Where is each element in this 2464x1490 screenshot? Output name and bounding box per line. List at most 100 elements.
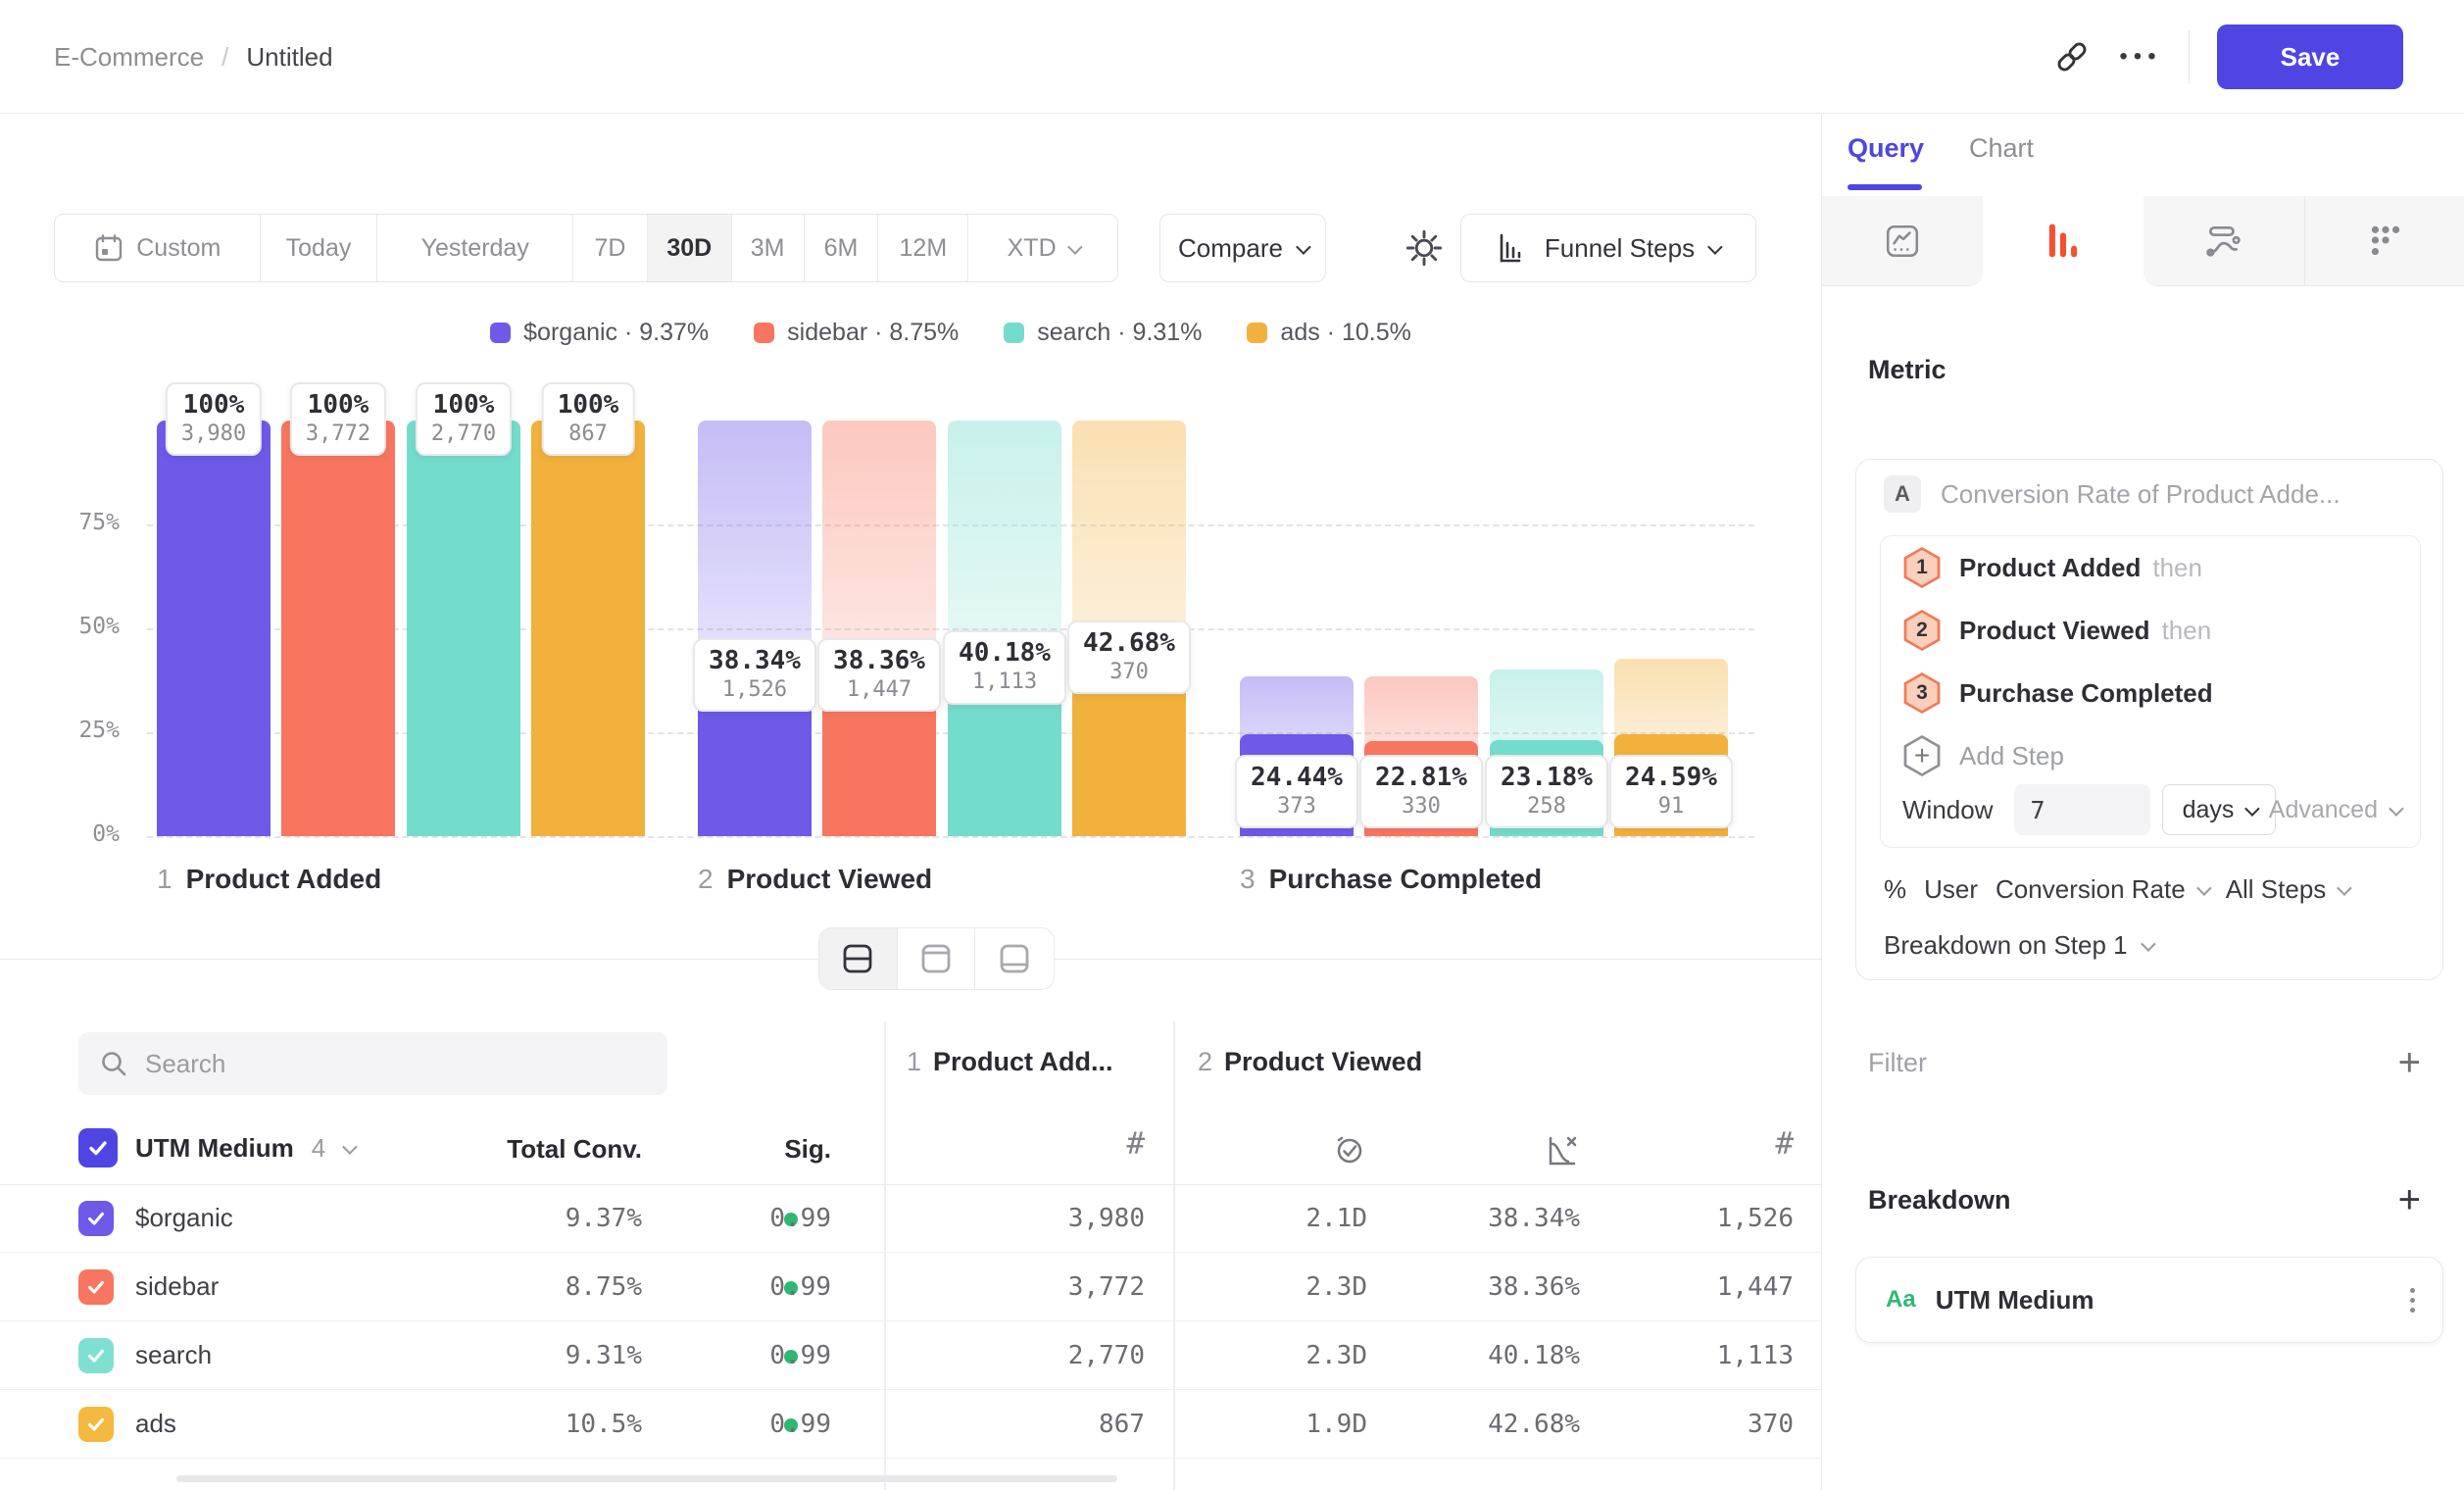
funnel-bar[interactable]: 100% 867 [531,114,645,836]
breakdown-property-card[interactable]: Aa UTM Medium [1855,1257,2443,1343]
conv-rate-value: 42.68% [1488,1410,1580,1439]
y-axis-tick-label: 0% [29,821,120,847]
measure-type-dropdown[interactable]: Conversion Rate [1996,874,2208,905]
step-name: Product Add... [933,1047,1113,1077]
funnel-bar[interactable]: 24.44% 373 [1240,114,1354,836]
measure-type-label: Conversion Rate [1996,874,2186,905]
conv-rate-metric-icon[interactable] [1543,1132,1580,1169]
y-axis-tick-label: 25% [29,718,120,743]
tab-query[interactable]: Query [1848,133,1924,164]
save-button[interactable]: Save [2217,25,2403,89]
funnel-bar[interactable]: 42.68% 370 [1072,114,1186,836]
bar-count-label: 91 [1625,793,1717,820]
bar-value-badge: 23.18% 258 [1485,755,1608,828]
funnel-bar[interactable]: 24.59% 91 [1614,114,1728,836]
layout-chart-only-button[interactable] [898,928,976,989]
bar-count-label: 1,113 [959,669,1051,696]
search-icon [98,1048,129,1079]
tab-funnels[interactable] [1983,196,2144,286]
step-number: 2 [1198,1047,1212,1077]
bar-count-label: 1,447 [833,676,925,704]
breakdown-on-label: Breakdown on Step 1 [1884,930,2128,961]
share-link-button[interactable] [2038,23,2106,91]
search-input[interactable] [145,1049,635,1079]
add-breakdown-button[interactable]: + [2398,1180,2421,1219]
table-step1-header: 1 Product Add... [907,1047,1113,1077]
metric-section-heading: Metric [1868,355,1947,385]
window-value-input[interactable] [2014,784,2150,835]
step-number: 1 [907,1047,921,1077]
layout-table-only-button[interactable] [975,928,1054,989]
funnel-bar[interactable]: 100% 3,980 [157,114,271,836]
tab-chart[interactable]: Chart [1969,133,2034,164]
query-step-row[interactable]: 1 Product Added then [1902,536,2202,599]
avg-time-value: 2.3D [1306,1272,1367,1302]
breadcrumb-project[interactable]: E-Commerce [54,42,204,73]
bar-count-label: 330 [1375,793,1467,820]
measure-user-label[interactable]: User [1924,874,1978,905]
query-step-row[interactable]: 2 Product Viewed then [1902,599,2211,662]
layout-split-button[interactable] [819,928,898,989]
horizontal-scrollbar[interactable] [176,1475,1117,1482]
table-row[interactable]: search 9.31% 0.99 2,770 2.3D 40.18% 1,11… [0,1321,1821,1390]
count-metric-icon[interactable]: # [1775,1126,1794,1162]
funnel-bar[interactable]: 100% 2,770 [407,114,520,836]
kebab-menu-icon[interactable] [2410,1288,2415,1313]
row-checkbox[interactable] [78,1407,114,1442]
step2-count-value: 1,447 [1717,1272,1794,1302]
more-options-button[interactable]: ••• [2106,23,2175,91]
step-number-hexagon: 2 [1902,610,1942,651]
funnel-bar[interactable]: 23.18% 258 [1490,114,1603,836]
total-conv-header[interactable]: Total Conv. [507,1134,642,1165]
row-checkbox[interactable] [78,1269,114,1305]
table-row[interactable]: ads 10.5% 0.99 867 1.9D 42.68% 370 [0,1390,1821,1459]
funnel-bar[interactable]: 100% 3,772 [281,114,395,836]
window-unit-dropdown[interactable]: days [2162,784,2276,835]
table-header-row: UTM Medium 4 Total Conv. Sig. # [0,1113,1821,1184]
bar-pct-label: 24.44% [1251,764,1343,793]
app-header: E-Commerce / Untitled ••• Save [0,0,2464,114]
tab-retention[interactable] [2304,196,2464,286]
row-checkbox[interactable] [78,1338,114,1373]
metric-card: A Conversion Rate of Product Adde... 1 P… [1855,459,2443,980]
bar-count-label: 3,772 [306,421,370,448]
link-icon [2052,37,2092,76]
funnel-bar[interactable]: 38.34% 1,526 [698,114,812,836]
breakdown-column-header[interactable]: UTM Medium [135,1133,294,1164]
breadcrumb-report-title[interactable]: Untitled [246,42,332,73]
query-step-row[interactable]: 3 Purchase Completed [1902,662,2213,724]
funnel-bar[interactable]: 40.18% 1,113 [948,114,1061,836]
table-row[interactable]: $organic 9.37% 0.99 3,980 2.1D 38.34% 1,… [0,1184,1821,1253]
bar-value-badge: 100% 3,980 [166,382,262,456]
row-label: sidebar [135,1271,219,1302]
add-filter-button[interactable]: + [2398,1043,2421,1082]
breakdown-property-label: UTM Medium [1936,1285,2094,1316]
funnel-bar[interactable]: 22.81% 330 [1364,114,1478,836]
chevron-down-icon[interactable] [342,1139,358,1155]
breakdown-on-step-dropdown[interactable]: Breakdown on Step 1 [1884,927,2152,963]
sig-header[interactable]: Sig. [784,1134,831,1165]
add-step-button[interactable]: + Add Step [1902,724,2064,787]
funnel-bar[interactable]: 38.36% 1,447 [822,114,936,836]
filter-section: Filter + [1868,1043,2421,1082]
select-all-checkbox[interactable] [78,1128,118,1167]
metric-title[interactable]: Conversion Rate of Product Adde... [1941,479,2341,510]
tab-insights[interactable] [1822,196,1983,286]
bar-value-badge: 24.44% 373 [1235,755,1358,828]
avg-time-metric-icon[interactable] [1332,1132,1367,1167]
row-checkbox[interactable] [78,1201,114,1236]
step-name: Product Viewed [727,864,933,895]
count-metric-icon[interactable]: # [1126,1126,1145,1162]
header-actions: ••• Save [2038,0,2464,114]
bar-count-label: 370 [1083,659,1175,686]
converted-bar [407,421,520,836]
table-row[interactable]: sidebar 8.75% 0.99 3,772 2.3D 38.36% 1,4… [0,1253,1821,1321]
advanced-dropdown[interactable]: Advanced [2269,796,2400,824]
tab-flows[interactable] [2144,196,2304,286]
funnel-step-group: 38.34% 1,526 38.36% 1,447 40.18% 1,113 4… [698,114,1186,836]
chevron-down-icon [2389,801,2404,817]
avg-time-value: 1.9D [1306,1410,1367,1439]
funnel-chart: 75%50%25%0% 100% 3,980 100% 3,772 100% 2… [0,114,1821,959]
steps-scope-dropdown[interactable]: All Steps [2226,874,2349,905]
bar-value-badge: 24.59% 91 [1609,755,1733,828]
